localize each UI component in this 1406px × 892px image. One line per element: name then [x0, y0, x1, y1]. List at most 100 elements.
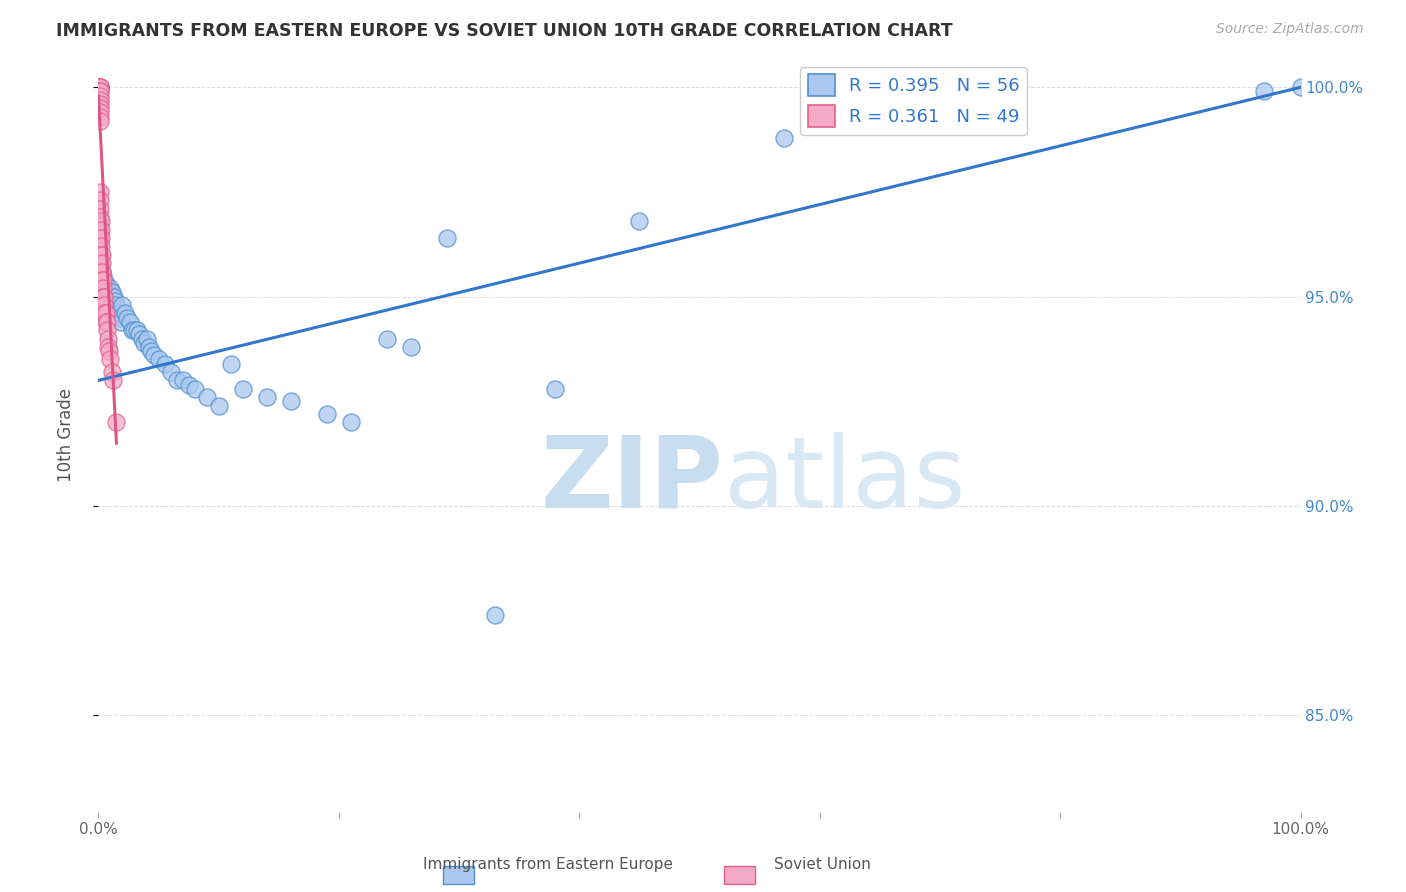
Y-axis label: 10th Grade: 10th Grade: [56, 388, 75, 482]
Point: [436, 231, 458, 245]
Point: [90, 222, 112, 236]
Point: [340, 415, 363, 429]
Point: [98, 290, 121, 304]
Legend: R = 0.395   N = 56, R = 0.361   N = 49: R = 0.395 N = 56, R = 0.361 N = 49: [800, 67, 1026, 135]
Point: [118, 315, 141, 329]
Point: [97, 332, 120, 346]
Point: [89, 80, 111, 95]
Point: [89, 110, 111, 124]
Point: [89, 235, 111, 250]
Point: [89, 85, 111, 99]
Point: [90, 248, 112, 262]
Point: [256, 390, 278, 404]
Text: Immigrants from Eastern Europe: Immigrants from Eastern Europe: [423, 857, 673, 872]
Point: [89, 194, 111, 208]
Point: [110, 315, 132, 329]
Point: [91, 273, 114, 287]
Point: [104, 293, 127, 308]
Point: [98, 344, 121, 359]
Point: [101, 290, 124, 304]
Point: [93, 298, 115, 312]
Point: [1289, 80, 1312, 95]
Point: [219, 357, 242, 371]
Point: [91, 248, 114, 262]
Text: ZIP: ZIP: [541, 432, 724, 529]
Point: [105, 415, 128, 429]
Point: [89, 105, 111, 120]
Point: [153, 357, 176, 371]
Point: [128, 327, 150, 342]
Point: [91, 264, 114, 278]
Point: [89, 97, 111, 112]
Point: [315, 407, 337, 421]
Point: [96, 315, 118, 329]
Point: [100, 281, 122, 295]
Point: [131, 332, 153, 346]
Point: [90, 256, 112, 270]
Point: [172, 373, 194, 387]
Point: [91, 268, 114, 283]
Point: [96, 281, 118, 295]
Point: [208, 399, 231, 413]
Point: [90, 256, 112, 270]
Point: [101, 373, 124, 387]
Point: [166, 373, 188, 387]
Point: [177, 377, 200, 392]
Point: [124, 323, 146, 337]
Point: [89, 185, 111, 199]
Point: [138, 340, 160, 354]
Point: [89, 101, 111, 115]
Point: [111, 298, 134, 312]
Point: [141, 344, 163, 359]
Point: [93, 290, 115, 304]
Point: [628, 214, 651, 228]
Point: [89, 85, 111, 99]
Point: [117, 310, 139, 325]
Text: atlas: atlas: [724, 432, 965, 529]
Point: [195, 390, 218, 404]
Point: [148, 352, 170, 367]
Text: Source: ZipAtlas.com: Source: ZipAtlas.com: [1216, 22, 1364, 37]
Point: [89, 80, 111, 95]
Point: [91, 264, 114, 278]
Point: [280, 394, 302, 409]
Point: [100, 352, 122, 367]
Point: [1253, 85, 1275, 99]
Point: [91, 281, 114, 295]
Point: [94, 315, 117, 329]
Point: [232, 382, 254, 396]
Point: [159, 365, 181, 379]
Point: [93, 306, 115, 320]
Point: [97, 285, 120, 300]
Point: [91, 281, 114, 295]
Point: [97, 340, 120, 354]
Point: [89, 210, 111, 224]
Text: IMMIGRANTS FROM EASTERN EUROPE VS SOVIET UNION 10TH GRADE CORRELATION CHART: IMMIGRANTS FROM EASTERN EUROPE VS SOVIET…: [56, 22, 953, 40]
Point: [399, 340, 422, 354]
Point: [100, 285, 122, 300]
Point: [91, 290, 114, 304]
Point: [375, 332, 398, 346]
Point: [89, 93, 111, 107]
Point: [484, 607, 506, 622]
Point: [90, 231, 112, 245]
Point: [89, 227, 111, 241]
Point: [132, 335, 155, 350]
Point: [89, 113, 111, 128]
Point: [89, 80, 111, 95]
Point: [91, 273, 114, 287]
Point: [94, 306, 117, 320]
Point: [89, 219, 111, 233]
Point: [89, 202, 111, 216]
Text: Soviet Union: Soviet Union: [775, 857, 870, 872]
Point: [183, 382, 205, 396]
Point: [772, 130, 794, 145]
Point: [94, 277, 117, 292]
Point: [105, 298, 128, 312]
Point: [89, 80, 111, 95]
Point: [142, 348, 165, 362]
Point: [121, 323, 143, 337]
Point: [103, 290, 125, 304]
Point: [89, 80, 111, 95]
Point: [91, 256, 114, 270]
